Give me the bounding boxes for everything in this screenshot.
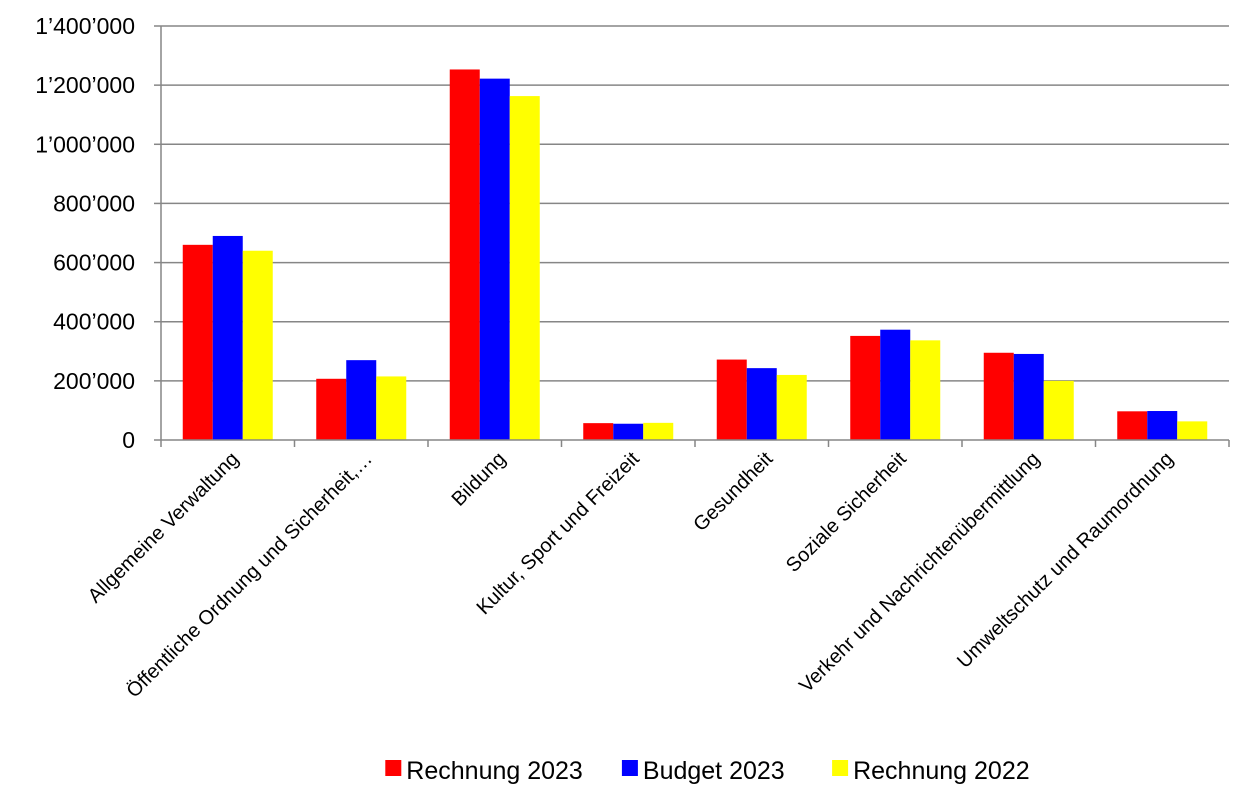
bar [242,250,273,440]
axes [160,26,1230,447]
bar [479,78,510,440]
bar [1147,411,1178,440]
x-category-label: Soziale Sicherheit [782,448,911,577]
bar [643,422,674,440]
bar [376,376,407,440]
legend-swatch [832,760,849,776]
bar [316,378,347,440]
legend-label: Budget 2023 [643,757,785,785]
bars [182,69,1208,440]
y-tick-label: 200’000 [53,368,135,394]
bar [212,235,243,440]
legend-label: Rechnung 2023 [406,757,583,785]
bar [910,340,941,440]
x-category-label: Gesundheit [689,448,777,536]
y-tick-label: 800’000 [53,190,135,216]
legend-swatch [621,760,638,776]
bar [1013,353,1044,440]
y-tick-label: 1’400’000 [35,13,135,39]
bar [983,352,1014,440]
y-tick-label: 0 [122,427,135,453]
y-tick-label: 600’000 [53,250,135,276]
bar [850,335,881,440]
y-tick-label: 1’200’000 [35,72,135,98]
gridlines [161,25,1229,382]
bar [880,329,911,440]
legend-swatch [385,760,402,776]
bar [776,374,807,440]
y-axis-ticks: 0 200’000 400’000 600’000 800’000 1’000’000 1’… [35,13,161,453]
bar [449,69,480,440]
bar [509,96,540,440]
bar [716,359,747,440]
bar [583,423,614,440]
x-category-label: Bildung [448,448,511,511]
y-tick-label: 1’000’000 [35,131,135,157]
bar [746,368,777,440]
bar [182,244,213,440]
bar [346,360,377,440]
legend: Rechnung 2023 Budget 2023 Rechnung 2022 [385,757,1030,785]
x-category-label: Allgemeine Verwaltung [84,448,243,607]
x-category-label: Umweltschutz und Raumordnung [953,448,1178,673]
bar [613,423,644,440]
bar [1117,411,1148,440]
x-category-label: Verkehr und Nachrichtenübermittlung [795,448,1044,697]
legend-label: Rechnung 2022 [853,757,1030,785]
bar [1177,421,1208,440]
x-category-label: Öffentliche Ordnung und Sicherheit,… [123,448,377,702]
bar [1043,380,1074,440]
y-tick-label: 400’000 [53,309,135,335]
